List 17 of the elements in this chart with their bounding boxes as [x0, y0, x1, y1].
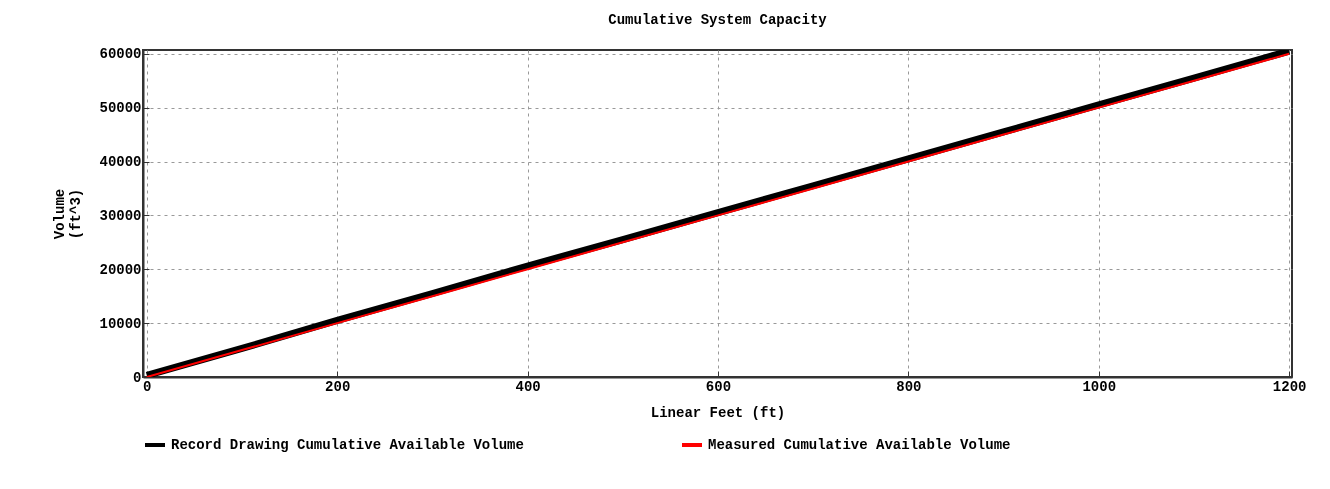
- x-tick-label: 600: [705, 378, 732, 395]
- y-tick-label: 10000: [99, 315, 142, 332]
- x-tick-label: 200: [325, 378, 351, 395]
- x-tick-label: 800: [896, 378, 922, 395]
- legend-label: Measured Cumulative Available Volume: [708, 437, 1011, 453]
- chart-title: Cumulative System Capacity: [608, 11, 828, 28]
- x-tick-label: 1000: [1082, 378, 1117, 395]
- x-tick-label: 1200: [1272, 378, 1307, 395]
- y-axis-title: Volume (ft^3): [52, 188, 85, 240]
- y-tick-label: 30000: [99, 207, 142, 224]
- x-tick-label: 400: [515, 378, 541, 395]
- x-axis-title: Linear Feet (ft): [650, 404, 786, 421]
- y-tick-label: 20000: [99, 261, 142, 278]
- legend-label: Record Drawing Cumulative Available Volume: [171, 437, 524, 453]
- y-tick-label: 40000: [99, 154, 142, 171]
- y-tick-label: 60000: [99, 46, 142, 63]
- y-tick-label: 50000: [99, 100, 142, 117]
